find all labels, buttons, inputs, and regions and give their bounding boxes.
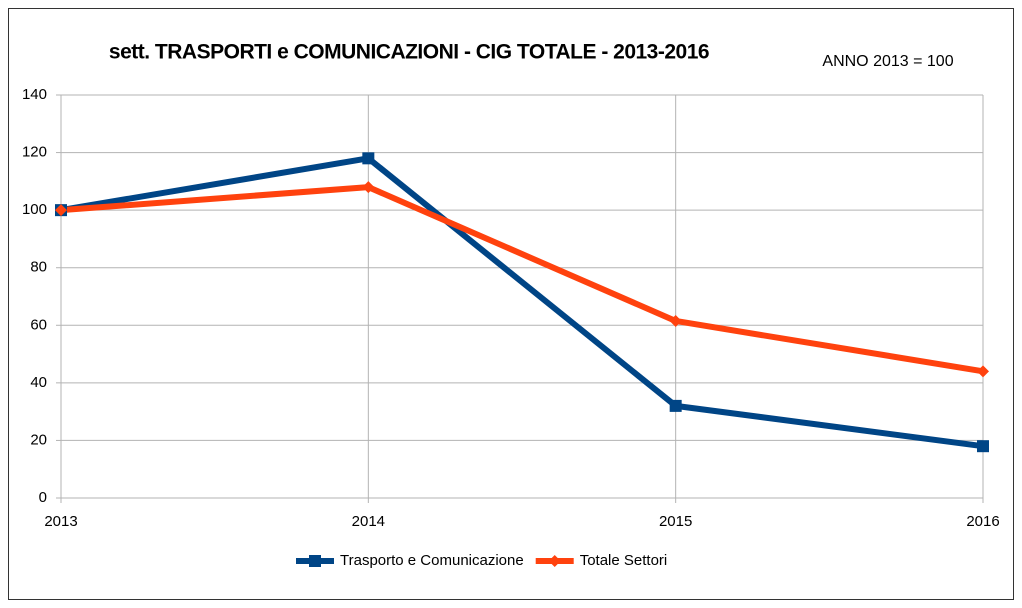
data-point [55, 204, 67, 217]
data-point [669, 399, 682, 412]
y-tick-label: 120 [22, 144, 47, 161]
data-point [977, 365, 989, 378]
y-tick-label: 0 [39, 489, 47, 506]
y-tick-label: 60 [30, 316, 47, 333]
chart-title: sett. TRASPORTI e COMUNICAZIONI - CIG TO… [109, 41, 709, 64]
grid: 0 20 40 60 80 100 120 140 2013 2014 2015 2016 [22, 86, 1000, 530]
x-tick-label: 2013 [44, 513, 77, 530]
y-tick-label: 100 [22, 201, 47, 218]
plot [55, 152, 989, 453]
data-point [362, 152, 375, 165]
marker [548, 555, 561, 567]
y-tick-label: 20 [30, 431, 47, 448]
chart-subtitle: ANNO 2013 = 100 [822, 53, 953, 70]
legend: Trasporto e Comunicazione Totale Settori [296, 552, 667, 569]
marker [309, 555, 321, 567]
legend-label: Trasporto e Comunicazione [340, 552, 524, 569]
chart-border [8, 8, 1014, 600]
x-tick-label: 2014 [352, 513, 385, 530]
series-line [60, 155, 984, 450]
y-tick-label: 40 [30, 374, 47, 391]
data-point [977, 440, 989, 453]
data-point [362, 181, 375, 194]
legend-label: Totale Settori [580, 552, 668, 569]
y-tick-label: 140 [22, 86, 47, 103]
x-tick-label: 2016 [966, 513, 999, 530]
x-tick-label: 2015 [659, 513, 692, 530]
y-tick-label: 80 [30, 259, 47, 276]
series-line [60, 184, 984, 375]
data-point [669, 314, 682, 327]
